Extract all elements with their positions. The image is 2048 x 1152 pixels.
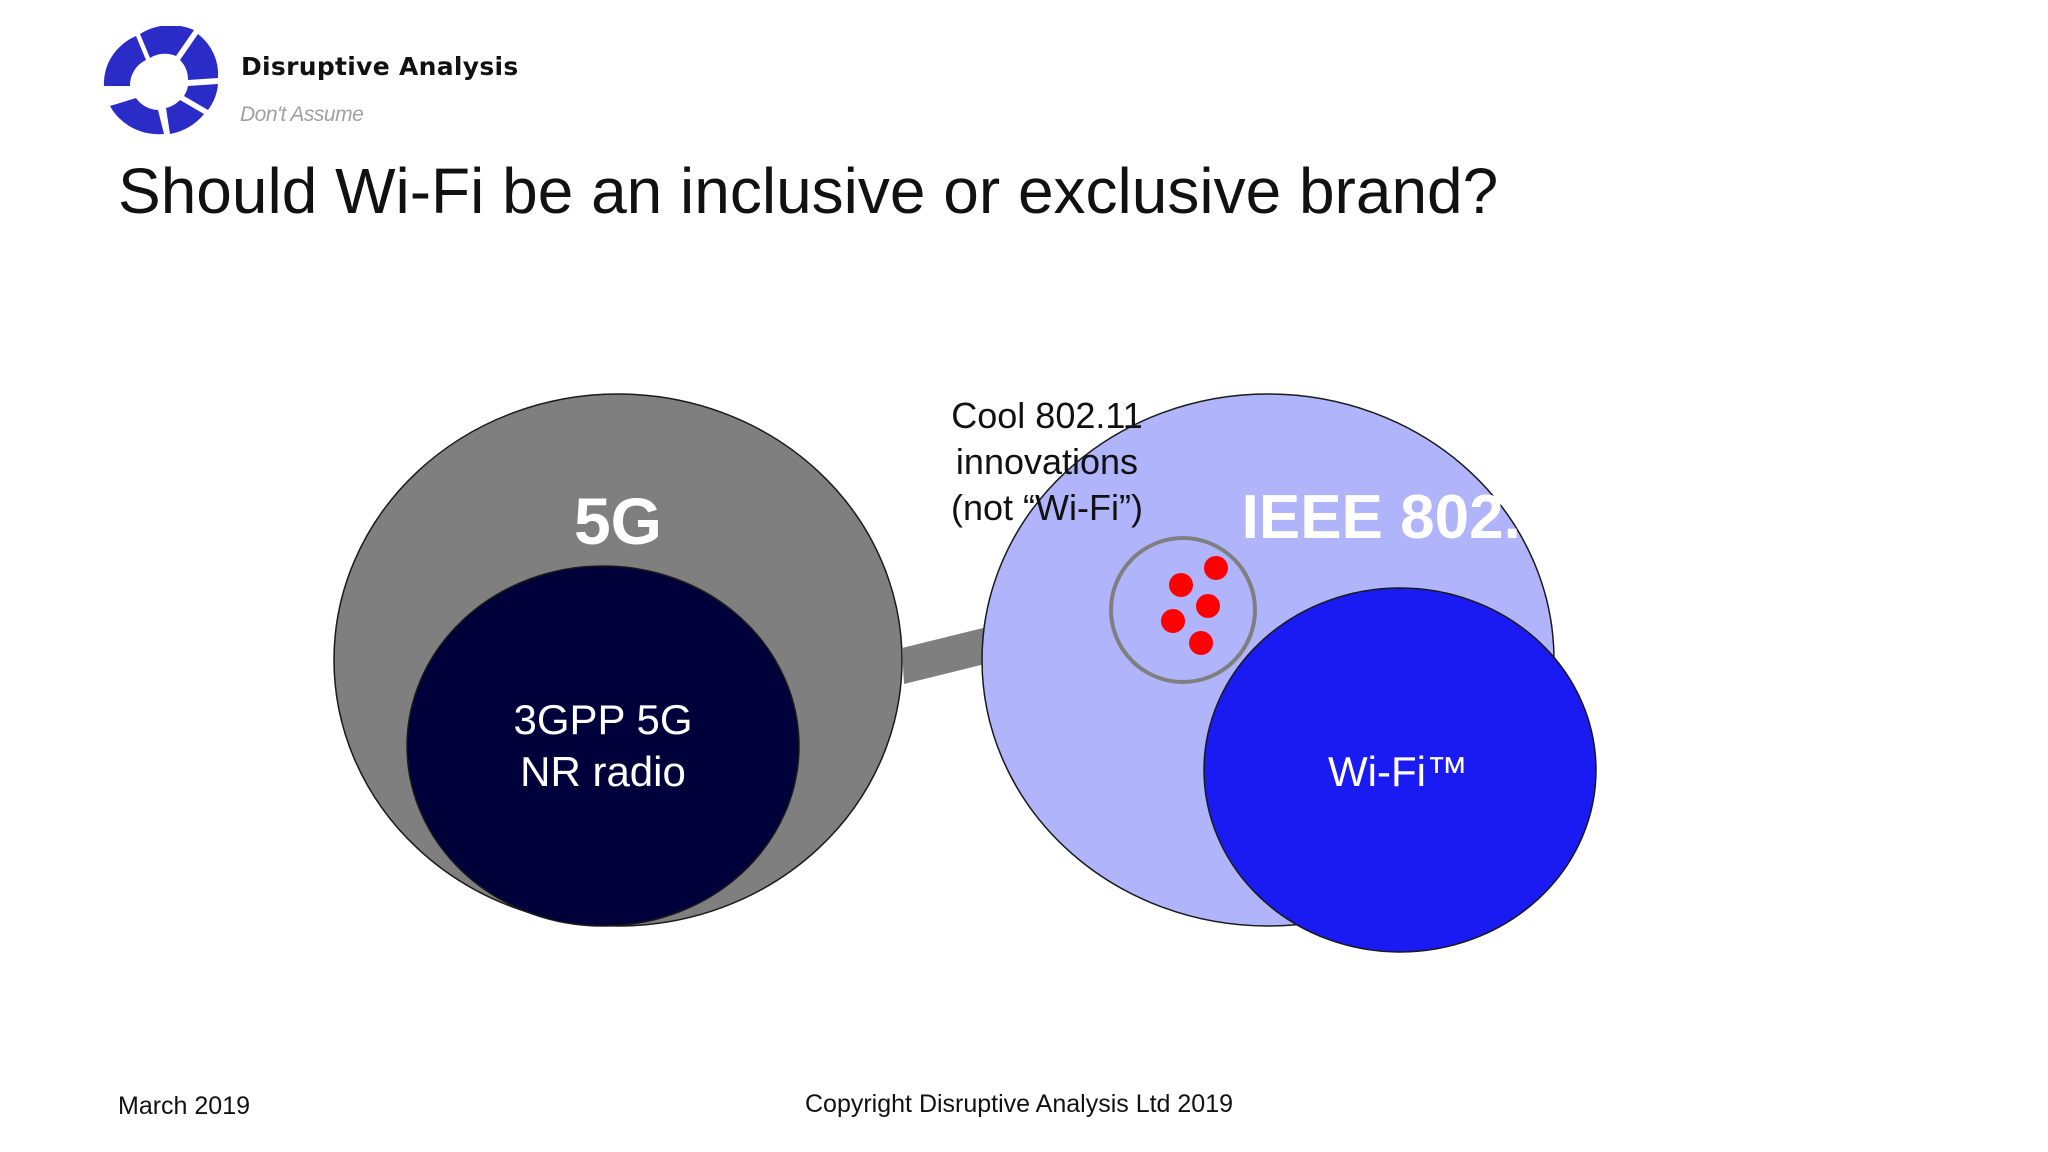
wifi-label: Wi-Fi™ [1328, 748, 1468, 795]
page-title: Should Wi-Fi be an inclusive or exclusiv… [118, 155, 1499, 227]
innovation-dot [1204, 556, 1228, 580]
5g-label: 5G [574, 484, 662, 558]
3gpp-label-line2: NR radio [520, 748, 686, 795]
callout-line3: (not “Wi-Fi”) [951, 487, 1143, 528]
company-name: Disruptive Analysis [241, 52, 519, 81]
innovation-dot [1196, 594, 1220, 618]
wifi-inner-circle [1203, 587, 1597, 953]
innovations-highlight-circle [1109, 536, 1257, 684]
company-tagline: Don't Assume [240, 103, 364, 126]
3gpp-inner-circle [406, 565, 800, 927]
innovation-dot [1161, 609, 1185, 633]
innovation-dot [1169, 573, 1193, 597]
footer-copyright: Copyright Disruptive Analysis Ltd 2019 [805, 1090, 1234, 1118]
ieee-label: IEEE 802.11 [1242, 483, 1587, 552]
3gpp-label-line1: 3GPP 5G [514, 696, 693, 743]
callout-line2: innovations [956, 441, 1138, 482]
segmented-ring-logo-icon [103, 26, 219, 135]
footer-date: March 2019 [118, 1092, 251, 1120]
callout-line1: Cool 802.11 [951, 395, 1142, 436]
innovation-dot [1189, 631, 1213, 655]
